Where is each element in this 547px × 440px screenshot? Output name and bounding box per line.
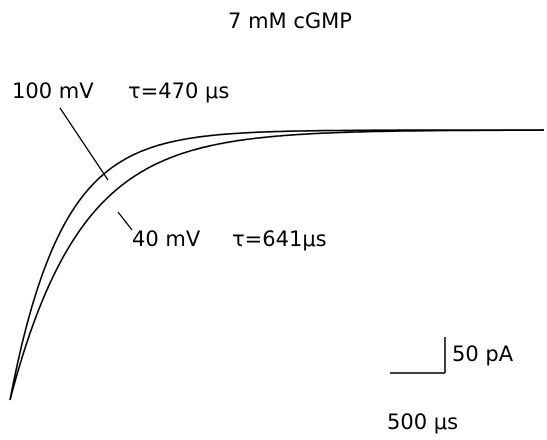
current-trace xyxy=(9,129,544,401)
tau-label: τ=470 μs xyxy=(128,79,229,103)
trace-label: 100 mV xyxy=(12,79,94,103)
tau-label: τ=641μs xyxy=(232,227,327,251)
scale-label: 500 μs xyxy=(387,410,458,434)
leader-line xyxy=(117,211,133,231)
scale-label: 50 pA xyxy=(452,342,514,366)
leader-line xyxy=(59,107,109,181)
chart-title: 7 mM cGMP xyxy=(228,9,352,33)
trace-label: 40 mV xyxy=(132,227,201,251)
